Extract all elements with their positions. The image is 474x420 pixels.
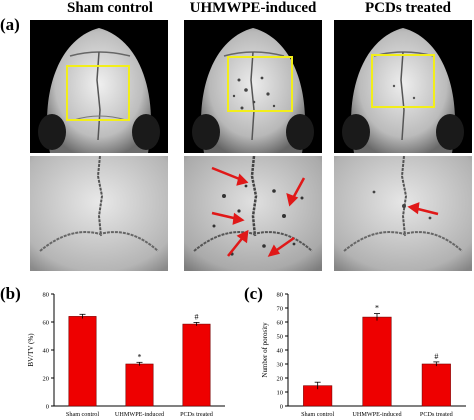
chart-b-bar bbox=[125, 363, 154, 407]
chart-c-ytick-label: 50 bbox=[277, 334, 284, 341]
skull-image-uhmwpe bbox=[184, 20, 322, 153]
chart-c-ytick-label: 40 bbox=[277, 348, 284, 355]
chart-c-category-label: UHMWPE-induced bbox=[352, 411, 402, 418]
chart-b-category-label: UHMWPE-induced bbox=[115, 411, 165, 418]
chart-c-bar bbox=[362, 316, 392, 407]
arrow-5 bbox=[273, 236, 295, 254]
chart-b-ylabel: BV/TV (%) bbox=[27, 333, 35, 367]
zoom-image-uhmwpe bbox=[184, 156, 322, 271]
chart-b-bar bbox=[182, 323, 211, 407]
panel-b-label: (b) bbox=[0, 284, 21, 303]
chart-b-significance-mark: # bbox=[195, 312, 199, 321]
column-title-sham: Sham control bbox=[67, 0, 153, 16]
roi-box-sham bbox=[66, 65, 130, 121]
chart-c-ytick-label: 80 bbox=[277, 292, 284, 299]
chart-c-ytick-label: 30 bbox=[277, 362, 284, 369]
chart-c-significance-mark: # bbox=[434, 352, 438, 361]
arrow-3 bbox=[227, 235, 245, 257]
column-title-uhmwpe: UHMWPE-induced bbox=[189, 0, 317, 16]
chart-c-category-label: PCDs treated bbox=[420, 411, 454, 418]
arrow-1 bbox=[211, 166, 243, 182]
chart-c-ylabel: Number of porosity bbox=[261, 322, 269, 378]
chart-c-ytick-label: 0 bbox=[280, 404, 283, 411]
chart-b-ytick-label: 20 bbox=[43, 376, 50, 383]
chart-b-bar bbox=[68, 316, 97, 407]
roi-box-pcds bbox=[371, 54, 435, 108]
chart-b-significance-mark: * bbox=[138, 352, 142, 361]
chart-c-ytick-label: 10 bbox=[277, 390, 284, 397]
chart-b-ytick-label: 60 bbox=[43, 320, 50, 327]
chart-b-ytick-label: 0 bbox=[46, 404, 49, 411]
chart-c-category-label: Sham control bbox=[301, 411, 334, 418]
bar-chart-bv-tv: 0 20 40 60 80 BV/TV (%) Sham control * UHMWPE-in… bbox=[27, 292, 225, 418]
chart-b-ytick-label: 80 bbox=[43, 292, 50, 299]
zoom-image-sham bbox=[30, 156, 168, 271]
bar-chart-porosity: 0 10 20 30 40 50 60 70 80 Number of porosity Sham … bbox=[261, 292, 466, 418]
roi-box-uhmwpe bbox=[227, 56, 293, 112]
chart-c-ytick-label: 20 bbox=[277, 376, 284, 383]
chart-c-bar bbox=[421, 363, 451, 407]
chart-c-ytick-label: 70 bbox=[277, 306, 284, 313]
panel-c-label: (c) bbox=[244, 284, 263, 303]
chart-b-ytick-label: 40 bbox=[43, 348, 50, 355]
skull-image-pcds bbox=[334, 20, 472, 153]
chart-b-category-label: PCDs treated bbox=[180, 411, 214, 418]
chart-c-ytick-label: 60 bbox=[277, 320, 284, 327]
zoom-image-pcds bbox=[334, 156, 472, 271]
column-title-pcds: PCDs treated bbox=[365, 0, 451, 16]
skull-image-sham bbox=[30, 20, 168, 153]
chart-c-significance-mark: * bbox=[375, 304, 379, 313]
panel-a-label: (a) bbox=[0, 15, 20, 34]
chart-b-category-label: Sham control bbox=[66, 411, 99, 418]
